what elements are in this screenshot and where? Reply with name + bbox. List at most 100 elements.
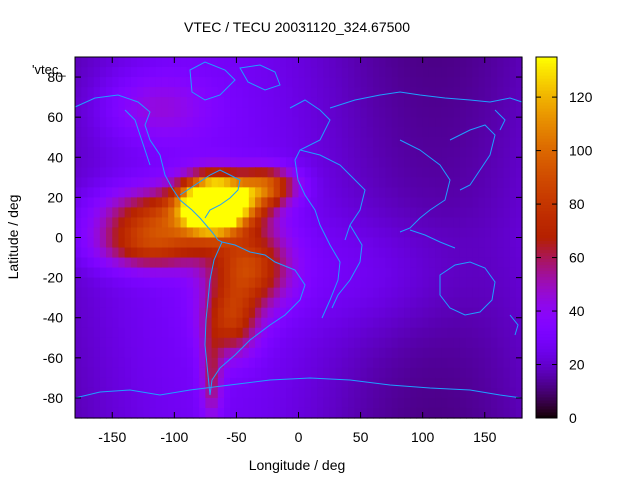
heatmap-cell <box>422 347 430 359</box>
heatmap-cell <box>174 127 182 138</box>
heatmap-cell <box>99 317 107 329</box>
heatmap-cell <box>205 337 213 349</box>
heatmap-cell <box>298 107 306 118</box>
heatmap-cell <box>348 307 355 319</box>
heatmap-cell <box>304 387 312 399</box>
heatmap-cell <box>310 167 318 178</box>
heatmap-cell <box>310 177 318 188</box>
heatmap-cell <box>497 307 504 319</box>
heatmap-cell <box>224 157 231 168</box>
heatmap-cell <box>118 267 126 279</box>
heatmap-cell <box>453 307 461 319</box>
heatmap-cell <box>273 337 281 349</box>
heatmap-cell <box>161 187 169 198</box>
colorbar-segment <box>536 309 557 314</box>
heatmap-cell <box>453 157 461 168</box>
heatmap-cell <box>317 207 324 219</box>
heatmap-cell <box>391 177 399 188</box>
heatmap-cell <box>428 277 436 289</box>
heatmap-cell <box>211 157 219 168</box>
heatmap-cell <box>335 217 343 229</box>
heatmap-cell <box>180 137 188 148</box>
heatmap-cell <box>317 167 324 178</box>
heatmap-cell <box>298 187 306 198</box>
heatmap-cell <box>161 67 169 78</box>
heatmap-cell <box>286 87 293 98</box>
heatmap-cell <box>248 287 256 299</box>
heatmap-cell <box>478 327 486 339</box>
heatmap-cell <box>478 267 486 279</box>
heatmap-cell <box>186 117 194 128</box>
heatmap-cell <box>422 287 430 299</box>
heatmap-cell <box>93 87 101 98</box>
heatmap-cell <box>267 407 275 419</box>
heatmap-cell <box>509 307 517 319</box>
heatmap-cell <box>87 247 95 259</box>
heatmap-cell <box>404 297 411 309</box>
heatmap-cell <box>99 337 107 349</box>
heatmap-cell <box>168 147 175 158</box>
heatmap-cell <box>323 67 331 78</box>
heatmap-cell <box>236 207 244 219</box>
heatmap-cell <box>267 397 275 409</box>
colorbar-segment <box>536 60 557 64</box>
heatmap-cell <box>75 127 82 138</box>
heatmap-cell <box>422 377 430 389</box>
heatmap-cell <box>161 157 169 168</box>
heatmap-cell <box>354 67 362 78</box>
heatmap-cell <box>112 127 120 138</box>
heatmap-cell <box>310 157 318 168</box>
heatmap-cell <box>366 117 374 128</box>
heatmap-cell <box>180 177 188 188</box>
heatmap-cell <box>404 77 411 88</box>
heatmap-cell <box>497 57 504 68</box>
heatmap-cell <box>211 307 219 319</box>
heatmap-cell <box>515 67 523 78</box>
heatmap-cell <box>428 167 436 178</box>
heatmap-cell <box>466 167 473 178</box>
heatmap-cell <box>509 387 517 399</box>
heatmap-cell <box>341 277 349 289</box>
heatmap-cell <box>273 167 281 178</box>
heatmap-cell <box>453 77 461 88</box>
heatmap-cell <box>422 217 430 229</box>
heatmap-cell <box>310 237 318 249</box>
heatmap-cell <box>267 237 275 249</box>
heatmap-cell <box>112 87 120 98</box>
heatmap-cell <box>81 207 89 219</box>
heatmap-cell <box>490 237 498 249</box>
heatmap-cell <box>298 397 306 409</box>
heatmap-cell <box>137 57 144 68</box>
colorbar-segment <box>536 195 557 199</box>
heatmap-cell <box>391 267 399 279</box>
heatmap-cell <box>416 407 424 419</box>
heatmap-cell <box>143 107 151 118</box>
heatmap-cell <box>354 227 362 239</box>
heatmap-cell <box>422 167 430 178</box>
heatmap-cell <box>242 267 250 279</box>
heatmap-cell <box>478 367 486 379</box>
heatmap-cell <box>453 287 461 299</box>
heatmap-cell <box>441 287 449 299</box>
x-tick-label: 50 <box>353 429 369 445</box>
heatmap-cell <box>422 227 430 239</box>
heatmap-cell <box>273 367 281 379</box>
heatmap-cell <box>304 67 312 78</box>
heatmap-cell <box>236 157 244 168</box>
heatmap-cell <box>447 177 455 188</box>
heatmap-cell <box>490 77 498 88</box>
heatmap-cell <box>168 207 175 219</box>
heatmap-cell <box>224 177 231 188</box>
heatmap-cell <box>360 137 368 148</box>
heatmap-cell <box>211 227 219 239</box>
heatmap-cell <box>298 377 306 389</box>
heatmap-cell <box>87 87 95 98</box>
heatmap-cell <box>391 97 399 108</box>
colorbar-segment <box>536 141 557 145</box>
heatmap-cell <box>310 357 318 369</box>
heatmap-cell <box>137 277 144 289</box>
heatmap-cell <box>267 217 275 229</box>
heatmap-cell <box>292 247 300 259</box>
heatmap-cell <box>348 287 355 299</box>
heatmap-cell <box>453 107 461 118</box>
